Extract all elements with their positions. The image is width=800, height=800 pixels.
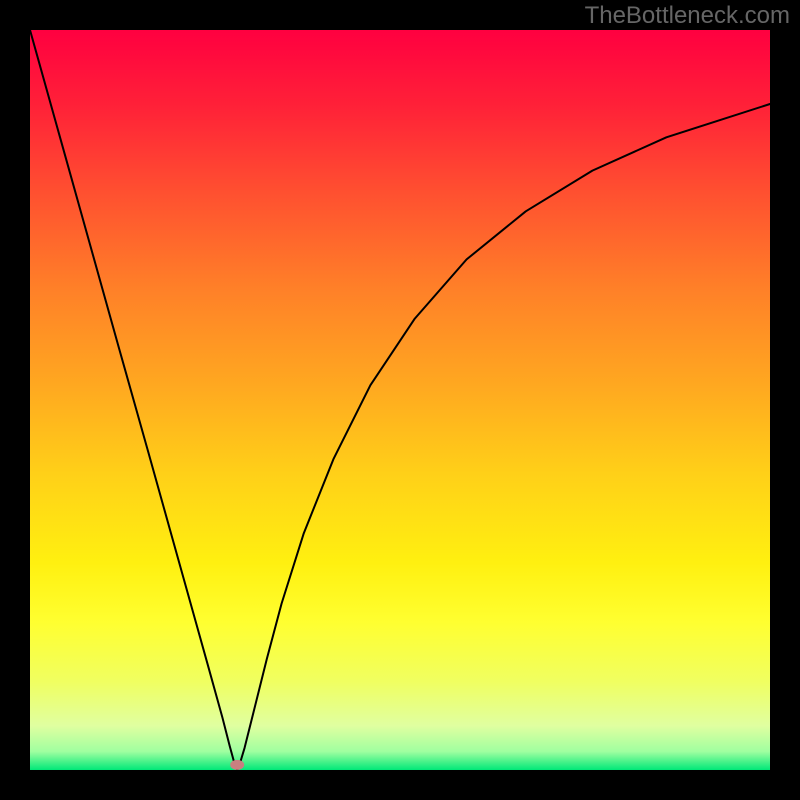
chart-stage: TheBottleneck.com bbox=[0, 0, 800, 800]
optimal-point-marker bbox=[230, 760, 244, 770]
bottleneck-chart-svg bbox=[0, 0, 800, 800]
